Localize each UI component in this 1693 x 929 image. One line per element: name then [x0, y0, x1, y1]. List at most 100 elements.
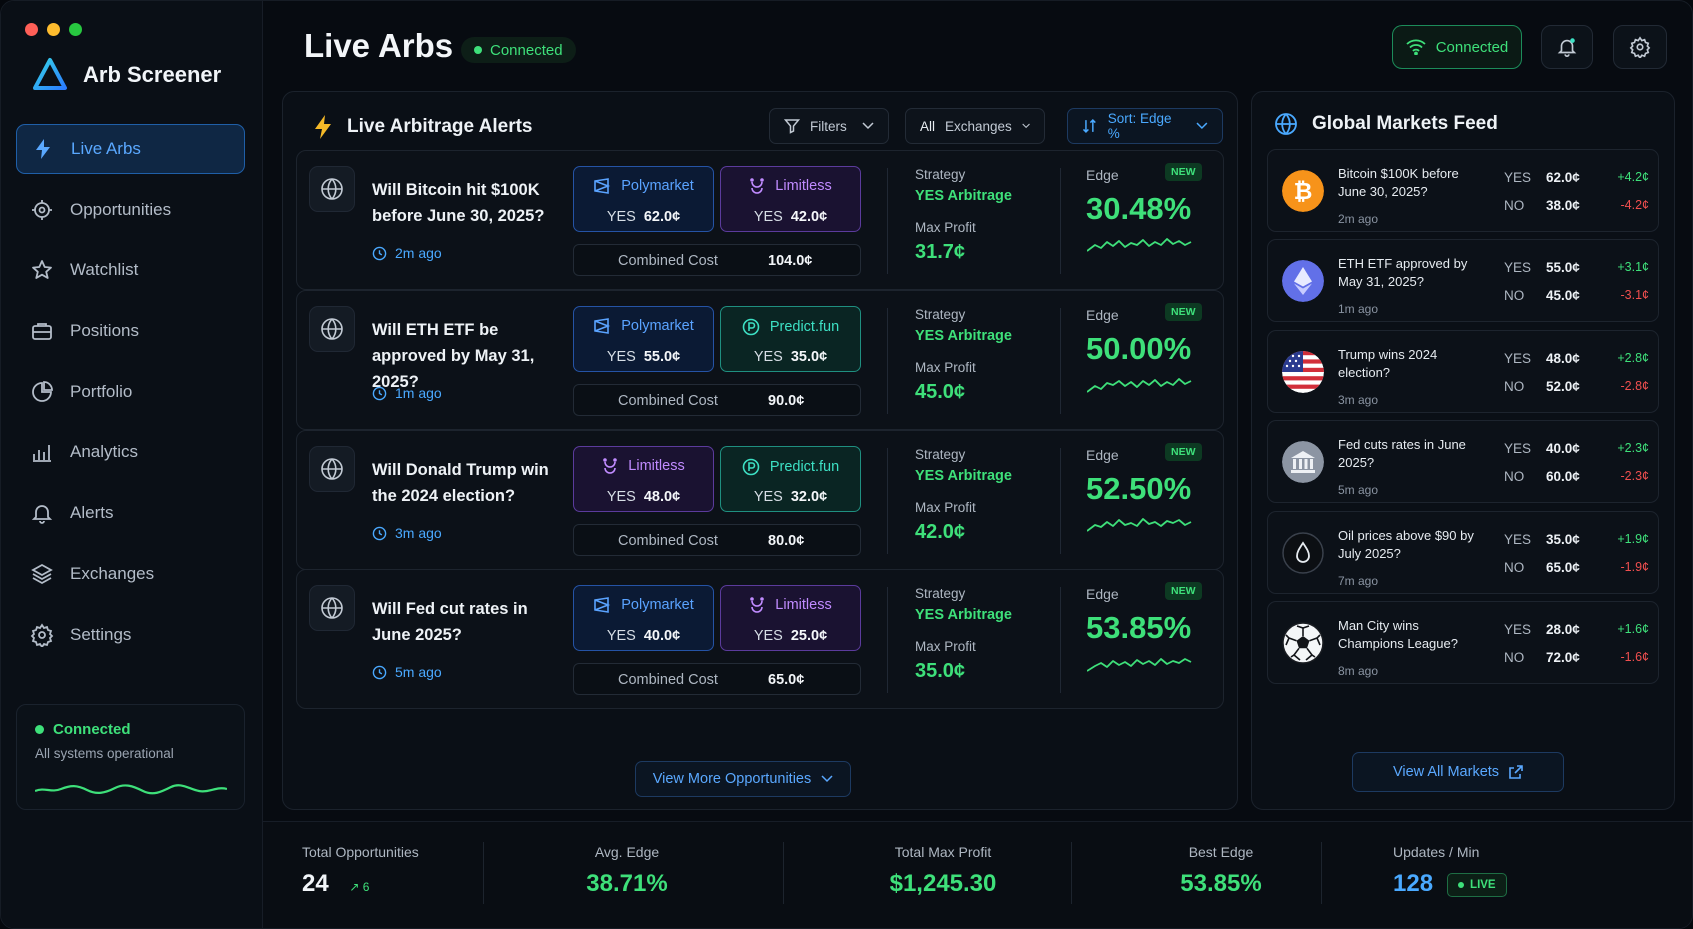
- market-feed-item[interactable]: Fed cuts rates in June 2025? 5m ago YES …: [1267, 420, 1659, 503]
- close-window-button[interactable]: [25, 23, 38, 36]
- minimize-window-button[interactable]: [47, 23, 60, 36]
- yes-label: YES: [753, 489, 783, 505]
- sidebar-item-watchlist[interactable]: Watchlist: [16, 245, 245, 295]
- limitless-icon: [750, 178, 765, 194]
- sidebar-item-positions[interactable]: Positions: [16, 306, 245, 356]
- yes-label: YES: [753, 628, 783, 644]
- arb-alert-card[interactable]: Will Bitcoin hit $100K before June 30, 2…: [296, 150, 1224, 290]
- no-price: 65.0¢: [1546, 560, 1580, 575]
- exchange-quote-b[interactable]: Limitless YES 42.0¢: [720, 166, 861, 232]
- max-profit-value: 31.7¢: [915, 241, 966, 263]
- market-globe-button[interactable]: [309, 585, 355, 631]
- system-status-card: Connected All systems operational: [16, 704, 245, 810]
- max-profit-value: 42.0¢: [915, 521, 966, 543]
- exchange-price-row: YES 25.0¢: [721, 628, 860, 644]
- stat-label: Avg. Edge: [594, 844, 660, 860]
- divider: [1071, 842, 1072, 904]
- yes-label: YES: [1504, 351, 1532, 366]
- divider: [887, 448, 888, 554]
- market-feed-item[interactable]: Man City wins Champions League? 8m ago Y…: [1267, 601, 1659, 684]
- no-price: 45.0¢: [1546, 288, 1580, 303]
- no-price: 52.0¢: [1546, 379, 1580, 394]
- market-globe-button[interactable]: [309, 306, 355, 352]
- market-globe-button[interactable]: [309, 446, 355, 492]
- time-ago: 5m ago: [372, 664, 442, 680]
- chevron-down-icon: [821, 775, 833, 783]
- market-feed-item[interactable]: ₿ Bitcoin $100K before June 30, 2025? 2m…: [1267, 149, 1659, 232]
- sidebar-item-live-arbs[interactable]: Live Arbs: [16, 124, 245, 174]
- market-question: Will ETH ETF be approved by May 31, 2025…: [372, 321, 535, 391]
- strategy-value: YES Arbitrage: [915, 188, 1012, 204]
- combined-cost-label: Combined Cost: [618, 393, 718, 409]
- svg-text:₿: ₿: [1294, 178, 1313, 204]
- divider: [1060, 168, 1061, 274]
- view-more-opportunities-button[interactable]: View More Opportunities: [635, 761, 851, 797]
- yes-price: 35.0¢: [1546, 532, 1580, 547]
- feed-no-row: NO 45.0¢ -3.1¢: [1504, 288, 1649, 303]
- exchange-quote-a[interactable]: Polymarket YES 55.0¢: [573, 306, 714, 372]
- bell-icon: [31, 505, 53, 524]
- status-dot-icon: [474, 46, 482, 54]
- feed-yes-row: YES 35.0¢ +1.9¢: [1504, 532, 1649, 547]
- sidebar-item-settings[interactable]: Settings: [16, 610, 245, 660]
- sidebar-item-label: Exchanges: [70, 563, 155, 583]
- pie-chart-icon: [32, 380, 53, 402]
- feed-no-row: NO 65.0¢ -1.9¢: [1504, 560, 1649, 575]
- brand[interactable]: Arb Screener: [31, 56, 221, 94]
- no-change: -1.6¢: [1620, 650, 1650, 664]
- sidebar-item-analytics[interactable]: Analytics: [16, 427, 245, 477]
- sidebar-item-exchanges[interactable]: Exchanges: [16, 549, 245, 599]
- exchange-name: Polymarket: [621, 178, 694, 194]
- market-feed-item[interactable]: Trump wins 2024 election? 3m ago YES 48.…: [1267, 330, 1659, 413]
- market-question: Will Fed cut rates in June 2025?: [372, 600, 528, 644]
- strategy-value: YES Arbitrage: [915, 328, 1012, 344]
- maximize-window-button[interactable]: [69, 23, 82, 36]
- time-ago: 3m ago: [372, 525, 442, 541]
- market-question: Will Bitcoin hit $100K before June 30, 2…: [372, 181, 545, 225]
- feed-time-ago: 1m ago: [1338, 302, 1379, 316]
- exchanges-dropdown[interactable]: All Exchanges: [905, 108, 1045, 144]
- yes-price: 62.0¢: [643, 209, 681, 225]
- arb-alert-card[interactable]: Will Donald Trump win the 2024 election?…: [296, 430, 1224, 570]
- filters-dropdown[interactable]: Filters: [769, 108, 889, 144]
- exchange-quote-a[interactable]: Polymarket YES 40.0¢: [573, 585, 714, 651]
- exchange-name: Limitless: [775, 597, 832, 613]
- chevron-down-icon: [862, 122, 874, 130]
- time-ago: 2m ago: [372, 245, 442, 261]
- market-globe-button[interactable]: [309, 166, 355, 212]
- edge-value: 53.85%: [1086, 610, 1192, 645]
- sidebar-item-portfolio[interactable]: Portfolio: [16, 367, 245, 417]
- time-ago-label: 3m ago: [395, 525, 442, 541]
- sidebar-item-opportunities[interactable]: Opportunities: [16, 185, 245, 235]
- system-status-label: Connected: [53, 721, 131, 738]
- edge-label: Edge: [1086, 447, 1119, 463]
- view-all-markets-button[interactable]: View All Markets: [1352, 752, 1564, 792]
- settings-button[interactable]: [1613, 25, 1667, 69]
- exchange-name-row: Polymarket: [574, 318, 713, 334]
- market-feed-item[interactable]: ETH ETF approved by May 31, 2025? 1m ago…: [1267, 239, 1659, 322]
- connection-button[interactable]: Connected: [1392, 25, 1522, 69]
- time-ago-label: 5m ago: [395, 664, 442, 680]
- exchange-quote-a[interactable]: Limitless YES 48.0¢: [573, 446, 714, 512]
- feed-no-row: NO 38.0¢ -4.2¢: [1504, 198, 1649, 213]
- arb-alert-card[interactable]: Will Fed cut rates in June 2025? 5m ago …: [296, 569, 1224, 709]
- feed-time-ago: 2m ago: [1338, 212, 1379, 226]
- sort-dropdown[interactable]: Sort: Edge %: [1067, 108, 1223, 144]
- edge-block: Edge 50.00%: [1086, 307, 1191, 366]
- divider: [1060, 308, 1061, 414]
- sidebar-item-alerts[interactable]: Alerts: [16, 488, 245, 538]
- market-feed-item[interactable]: Oil prices above $90 by July 2025? 7m ag…: [1267, 511, 1659, 594]
- edge-block: Edge 30.48%: [1086, 167, 1191, 226]
- no-price: 72.0¢: [1546, 650, 1580, 665]
- arb-alert-card[interactable]: Will ETH ETF be approved by May 31, 2025…: [296, 290, 1224, 430]
- feed-yes-row: YES 40.0¢ +2.3¢: [1504, 441, 1649, 456]
- notifications-button[interactable]: [1541, 25, 1593, 69]
- exchange-quote-b[interactable]: Predict.fun YES 35.0¢: [720, 306, 861, 372]
- exchange-quote-b[interactable]: Predict.fun YES 32.0¢: [720, 446, 861, 512]
- no-label: NO: [1504, 469, 1525, 484]
- combined-cost-value: 104.0¢: [768, 253, 813, 269]
- yes-change: +1.9¢: [1617, 532, 1649, 546]
- new-badge: NEW: [1165, 303, 1202, 321]
- exchange-quote-b[interactable]: Limitless YES 25.0¢: [720, 585, 861, 651]
- exchange-quote-a[interactable]: Polymarket YES 62.0¢: [573, 166, 714, 232]
